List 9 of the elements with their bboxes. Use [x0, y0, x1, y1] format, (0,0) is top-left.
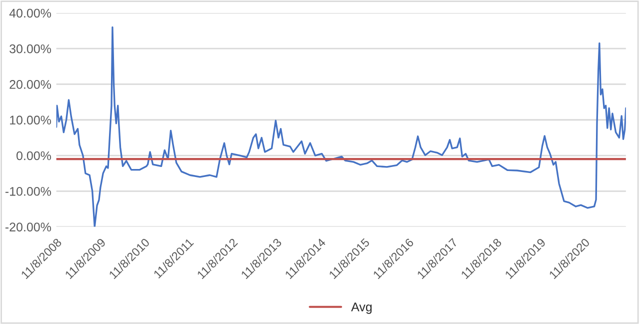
- y-tick-label: -10.00%: [5, 186, 52, 196]
- line-series: [56, 26, 626, 227]
- y-tick-label: 40.00%: [9, 8, 52, 18]
- y-tick-label: 10.00%: [10, 116, 52, 125]
- y-tick-label: 20.00%: [10, 80, 52, 89]
- legend-label: Avg: [351, 302, 372, 314]
- y-tick-label: -20.00%: [5, 222, 52, 232]
- y-tick-label: 0.00%: [16, 151, 52, 160]
- y-tick-label: 30.00%: [10, 44, 52, 54]
